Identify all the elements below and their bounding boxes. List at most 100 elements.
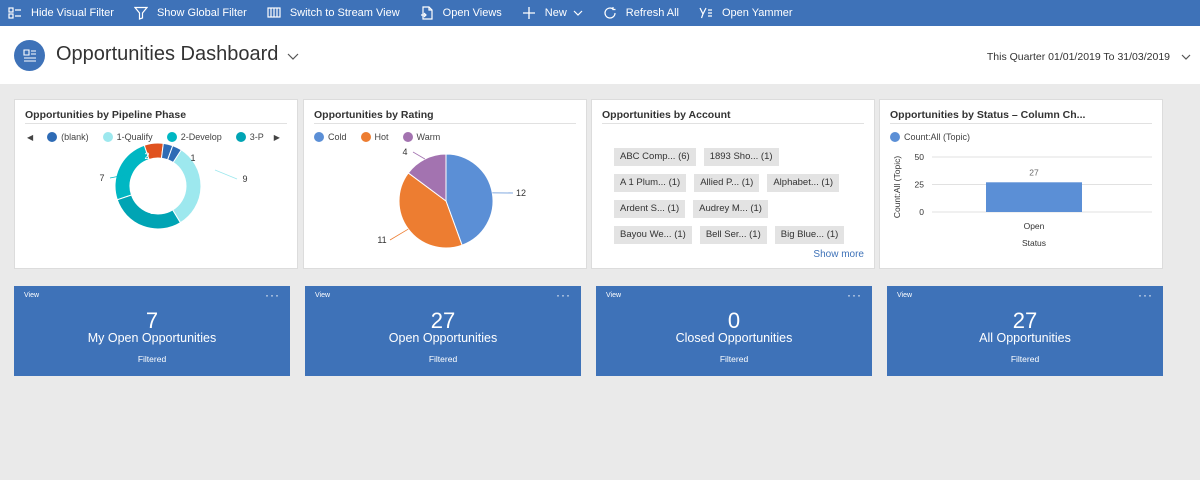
more-options-icon[interactable]: ···	[1138, 288, 1153, 302]
rating-pie-chart[interactable]: 12 11 4	[304, 100, 588, 270]
tile-filter-status: Filtered	[719, 354, 749, 364]
account-tag[interactable]: Ardent S... (1)	[614, 200, 686, 218]
tile-filter-status: Filtered	[428, 354, 458, 364]
rating-legend: Cold Hot Warm	[314, 132, 454, 142]
account-tag[interactable]: A 1 Plum... (1)	[614, 174, 687, 192]
donut-data-label: 7	[99, 173, 104, 183]
legend-swatch	[360, 132, 371, 142]
legend-item[interactable]: 2-Develop	[166, 132, 222, 142]
legend-item[interactable]: Warm	[402, 132, 440, 142]
more-options-icon[interactable]: ···	[556, 288, 571, 302]
legend-swatch	[235, 132, 246, 142]
account-tag[interactable]: Alphabet... (1)	[767, 174, 840, 192]
card-title: Opportunities by Pipeline Phase	[25, 109, 187, 121]
y-tick-label: 50	[915, 152, 925, 162]
account-tag[interactable]: Bayou We... (1)	[614, 226, 692, 244]
tag-row: A 1 Plum... (1) Allied P... (1) Alphabet..…	[614, 174, 864, 192]
chevron-down-icon[interactable]	[1181, 52, 1191, 62]
account-tag-cloud: ABC Comp... (6) 1893 Sho... (1) A 1 Plum..…	[614, 148, 864, 252]
page-title: Opportunities Dashboard	[56, 43, 279, 65]
legend-label: (blank)	[61, 132, 89, 142]
open-views-button[interactable]: Open Views	[420, 0, 502, 26]
account-tag[interactable]: Allied P... (1)	[694, 174, 760, 192]
chevron-down-icon[interactable]	[287, 50, 299, 62]
stat-tile[interactable]: View ··· 7 My Open Opportunities Filtered	[14, 286, 290, 376]
account-tag[interactable]: ABC Comp... (6)	[614, 148, 696, 166]
account-tag[interactable]: Audrey M... (1)	[693, 200, 768, 218]
tag-row: Ardent S... (1) Audrey M... (1)	[614, 200, 864, 218]
donut-data-label: 2	[144, 151, 149, 161]
tile-view-label[interactable]: View	[897, 292, 913, 299]
donut-data-label: 8	[149, 206, 154, 216]
legend-swatch	[166, 132, 177, 142]
y-tick-label: 0	[919, 207, 924, 217]
donut-slice[interactable]	[160, 142, 174, 161]
legend-item[interactable]: Count:All (Topic)	[890, 132, 970, 142]
legend-swatch	[314, 132, 324, 142]
stat-tile[interactable]: View ··· 27 Open Opportunities Filtered	[305, 286, 581, 376]
legend-item[interactable]: Cold	[314, 132, 347, 142]
legend-item[interactable]: (blank)	[47, 132, 89, 142]
legend-label: 1-Qualify	[116, 132, 153, 142]
legend-label: Hot	[374, 132, 389, 142]
legend-swatch	[890, 132, 900, 142]
pie-slice[interactable]	[445, 153, 494, 246]
tile-count: 0	[727, 308, 741, 333]
dashboard-icon	[22, 48, 36, 62]
status-legend: Count:All (Topic)	[890, 132, 984, 142]
pipeline-legend: ◀ (blank) 1-Qualify 2-Develop 3-P ▶	[27, 132, 280, 142]
bar-open[interactable]	[986, 182, 1082, 212]
show-more-link[interactable]: Show more	[813, 249, 864, 260]
donut-slice[interactable]	[171, 149, 202, 224]
status-column-chart[interactable]: 50 25 0 27 Open Status Count:All (Topic)	[880, 100, 1164, 270]
account-tag[interactable]: Big Blue... (1)	[774, 226, 845, 244]
rating-card: Opportunities by Rating Cold Hot Warm 12…	[303, 99, 587, 269]
legend-item[interactable]: Hot	[360, 132, 389, 142]
new-button[interactable]: New	[522, 0, 583, 26]
plus-icon	[522, 7, 535, 19]
refresh-all-label: Refresh All	[625, 7, 679, 19]
tile-filter-status: Filtered	[1010, 354, 1040, 364]
tag-row: Bayou We... (1) Bell Ser... (1) Big Blue..…	[614, 226, 864, 244]
funnel-icon	[133, 6, 148, 20]
legend-item[interactable]: 3-P	[235, 132, 264, 142]
refresh-all-button[interactable]: Refresh All	[603, 0, 679, 26]
stat-tile[interactable]: View ··· 0 Closed Opportunities Filtered	[596, 286, 872, 376]
tag-row: ABC Comp... (6) 1893 Sho... (1)	[614, 148, 864, 166]
switch-stream-view-button[interactable]: Switch to Stream View	[267, 0, 400, 26]
tile-label: Closed Opportunities	[675, 331, 793, 345]
page-header: Opportunities Dashboard This Quarter 01/…	[0, 26, 1200, 84]
hide-visual-filter-button[interactable]: Hide Visual Filter	[8, 0, 114, 26]
legend-label: 2-Develop	[180, 132, 222, 142]
pipeline-phase-card: Opportunities by Pipeline Phase ◀ (blank…	[14, 99, 298, 269]
open-yammer-label: Open Yammer	[722, 7, 793, 19]
account-tag[interactable]: Bell Ser... (1)	[699, 226, 767, 244]
pipeline-donut-chart[interactable]: 1 9 8 7 2	[15, 100, 299, 270]
pie-data-label: 11	[377, 235, 386, 245]
legend-label: Count:All (Topic)	[904, 132, 971, 142]
date-range-filter[interactable]: This Quarter 01/01/2019 To 31/03/2019	[986, 51, 1170, 63]
switch-stream-view-label: Switch to Stream View	[289, 7, 400, 19]
tile-count: 27	[430, 308, 456, 333]
tile-filter-status: Filtered	[137, 354, 167, 364]
tile-view-label[interactable]: View	[315, 292, 331, 299]
y-axis-label: Count:All (Topic)	[892, 156, 902, 219]
title-divider	[890, 123, 1152, 124]
new-label: New	[544, 7, 567, 19]
more-options-icon[interactable]: ···	[265, 288, 280, 302]
account-tag[interactable]: 1893 Sho... (1)	[703, 148, 779, 166]
open-views-icon	[420, 6, 433, 20]
stream-view-icon	[267, 7, 281, 18]
open-yammer-button[interactable]: Open Yammer	[699, 0, 793, 26]
tile-view-label[interactable]: View	[24, 292, 40, 299]
show-global-filter-label: Show Global Filter	[156, 7, 247, 19]
donut-data-label: 1	[190, 153, 195, 163]
legend-prev-arrow[interactable]: ◀	[27, 132, 34, 142]
more-options-icon[interactable]: ···	[847, 288, 862, 302]
show-global-filter-button[interactable]: Show Global Filter	[133, 0, 247, 26]
tile-view-label[interactable]: View	[606, 292, 622, 299]
dashboard-avatar	[14, 40, 45, 71]
stat-tile[interactable]: View ··· 27 All Opportunities Filtered	[887, 286, 1163, 376]
legend-next-arrow[interactable]: ▶	[273, 132, 280, 142]
legend-item[interactable]: 1-Qualify	[102, 132, 153, 142]
